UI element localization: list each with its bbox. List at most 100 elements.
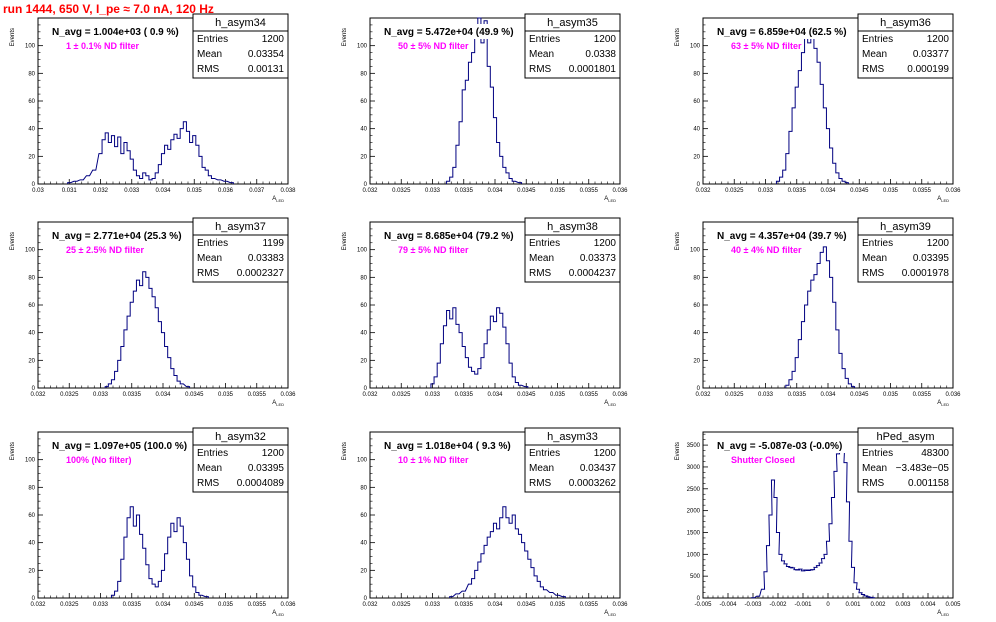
histogram-bin (443, 326, 446, 388)
histogram-line (430, 307, 529, 388)
x-tick-label: 0.038 (280, 188, 296, 194)
y-tick-label: 40 (693, 331, 700, 337)
x-tick-label: 0.003 (895, 602, 911, 608)
n-avg-title: N_avg = 6.859e+04 (62.5 %) (717, 27, 847, 38)
histogram-bin (472, 53, 475, 184)
histogram-bin (512, 377, 515, 388)
x-tick-label: 0.0355 (580, 188, 599, 194)
y-tick-label: 60 (360, 99, 367, 105)
histogram-bin (500, 313, 503, 388)
histogram-bin (130, 302, 133, 388)
histogram-bin (99, 154, 102, 184)
x-tick-label: 0.0345 (850, 392, 869, 398)
histogram-bin (196, 145, 199, 184)
histogram-bin (462, 347, 465, 389)
y-tick-label: 80 (360, 275, 367, 281)
histogram-bin (475, 374, 478, 388)
histogram-bin (127, 518, 130, 598)
histogram-bin (149, 180, 152, 184)
histogram-bin (115, 147, 118, 184)
histogram-bin (199, 156, 202, 184)
histogram-bin (136, 280, 139, 388)
x-tick-label: 0.033 (758, 392, 774, 398)
y-tick-label: 0 (32, 386, 36, 392)
histogram-bin (161, 570, 164, 598)
x-tick-label: -0.003 (744, 602, 762, 608)
y-tick-label: 500 (690, 574, 701, 580)
stats-mean-value: 0.03377 (913, 49, 950, 60)
x-tick-label: 0.0325 (725, 188, 744, 194)
x-tick-label: 0.032 (362, 188, 378, 194)
histogram-bin (531, 568, 534, 598)
title-box (380, 24, 560, 39)
run-title: run 1444, 650 V, I_pe ≈ 7.0 nA, 120 Hz (3, 2, 214, 16)
x-tick-label: 0.032 (695, 392, 711, 398)
histogram-bin (503, 327, 506, 388)
stats-rms-value: 0.0002327 (237, 268, 285, 279)
stats-rms-value: 0.0004089 (237, 478, 285, 489)
histogram-panel-h_asym35: 0.032 0.0325 0.033 0.0335 0.034 0.0345 0.035 0.… (342, 13, 628, 203)
histogram-bin (155, 308, 158, 388)
histogram-bin (478, 18, 481, 184)
x-axis-label: ALED (272, 196, 284, 203)
histogram-bin (186, 559, 189, 598)
histogram-bin (826, 261, 829, 388)
x-tick-label: 0.0345 (185, 602, 204, 608)
n-avg-title: N_avg = 8.685e+04 (79.2 %) (384, 231, 514, 242)
y-axis-label: Events (675, 28, 681, 46)
histogram-bin (180, 129, 183, 184)
histogram-bin (481, 554, 484, 598)
nd-filter-label: 10 ± 1% ND filter (398, 455, 469, 465)
nd-filter-label: 63 ± 5% ND filter (731, 41, 802, 51)
histogram-bin (525, 551, 528, 598)
stats-box (857, 234, 954, 283)
histogram-bin (111, 380, 114, 388)
histogram-bin (143, 173, 146, 184)
histogram-line (446, 17, 523, 184)
histogram-bin (130, 159, 133, 184)
stats-box-title: h_asym32 (215, 431, 266, 443)
stats-box-title: h_asym39 (880, 221, 931, 233)
histogram-bin (168, 537, 171, 598)
nd-filter-label: 25 ± 2.5% ND filter (66, 245, 144, 255)
stats-entries-label: Entries (529, 448, 560, 459)
histogram-bin (780, 177, 783, 184)
histogram-bin (842, 181, 845, 184)
histogram-bin (121, 347, 124, 389)
x-tick-label: 0.035 (218, 392, 234, 398)
histogram-bin (130, 507, 133, 598)
stats-mean-label: Mean (197, 463, 222, 474)
histogram-bin (171, 369, 174, 388)
histogram-bin (468, 584, 471, 598)
histogram-bin (124, 330, 127, 388)
histogram-bin (842, 369, 845, 388)
x-tick-label: 0.033 (425, 602, 441, 608)
histogram-bin (140, 534, 143, 598)
histogram-bin (177, 138, 180, 184)
x-tick-label: 0.035 (883, 188, 899, 194)
x-tick-label: -0.001 (794, 602, 812, 608)
x-tick-label: 0.0325 (60, 392, 79, 398)
stats-mean-label: Mean (197, 253, 222, 264)
histogram-bin (431, 384, 434, 388)
histogram-bin (149, 579, 152, 598)
y-tick-label: 60 (693, 303, 700, 309)
y-tick-label: 100 (25, 44, 36, 50)
histogram-panel-h_asym34: 0.03 0.031 0.032 0.033 0.034 0.035 0.036 0.037 0… (10, 13, 296, 203)
histogram-bin (506, 518, 509, 598)
x-tick-label: 0.035 (883, 392, 899, 398)
histogram-bin (525, 387, 528, 388)
histogram-bin (518, 183, 521, 184)
histogram-bin (450, 597, 453, 598)
y-tick-label: 0 (364, 182, 368, 188)
stats-rms-label: RMS (529, 268, 552, 279)
histogram-bin (830, 148, 833, 184)
x-tick-label: 0.033 (425, 188, 441, 194)
histogram-bin (484, 545, 487, 598)
y-axis-label: Events (342, 28, 348, 46)
histogram-bin (174, 532, 177, 598)
x-tick-label: 0.0335 (788, 392, 807, 398)
histogram-bin (493, 118, 496, 184)
histogram-bin (456, 324, 459, 388)
histogram-bin (817, 62, 820, 184)
